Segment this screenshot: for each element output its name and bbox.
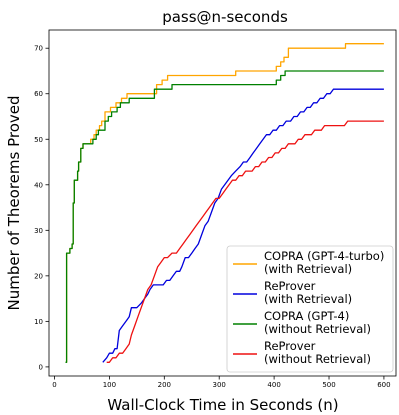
series-line-1 — [102, 88, 384, 363]
x-tick-label-5: 500 — [322, 381, 335, 389]
y-tick-label-3: 30 — [34, 227, 43, 235]
series-layer — [65, 43, 384, 363]
legend-label-3: ReProver (without Retrieval) — [264, 339, 371, 366]
chart-title: pass@n-seconds — [162, 8, 288, 26]
x-axis-label: Wall-Clock Time in Seconds (n) — [107, 396, 338, 414]
x-tick-label-1: 100 — [103, 381, 116, 389]
ticks-layer: 0 100 200 300 400 500 600 0 10 20 30 40 50 60 70 — [34, 45, 391, 389]
x-tick-label-4: 400 — [267, 381, 280, 389]
y-tick-label-6: 60 — [34, 90, 43, 98]
y-axis-label: Number of Theorems Proved — [5, 95, 23, 310]
y-tick-label-1: 10 — [34, 318, 43, 326]
legend-box — [226, 245, 394, 373]
legend-label-0: COPRA (GPT-4-turbo) (with Retrieval) — [264, 249, 384, 276]
y-tick-label-7: 70 — [34, 45, 43, 53]
y-tick-label-4: 40 — [34, 181, 43, 189]
legend: COPRA (GPT-4-turbo) (with Retrieval) RePro… — [226, 245, 394, 373]
x-tick-label-6: 600 — [377, 381, 390, 389]
series-line-2 — [65, 70, 384, 363]
x-tick-label-2: 200 — [158, 381, 171, 389]
series-line-3 — [106, 120, 384, 363]
legend-label-1: ReProver (with Retrieval) — [264, 279, 352, 306]
y-tick-label-2: 20 — [34, 272, 43, 280]
y-tick-label-5: 50 — [34, 136, 43, 144]
legend-label-2: COPRA (GPT-4) (without Retrieval) — [264, 309, 371, 336]
plot-frame — [48, 29, 397, 377]
x-tick-label-0: 0 — [52, 381, 56, 389]
x-tick-label-3: 300 — [213, 381, 226, 389]
y-tick-label-0: 0 — [39, 363, 43, 371]
